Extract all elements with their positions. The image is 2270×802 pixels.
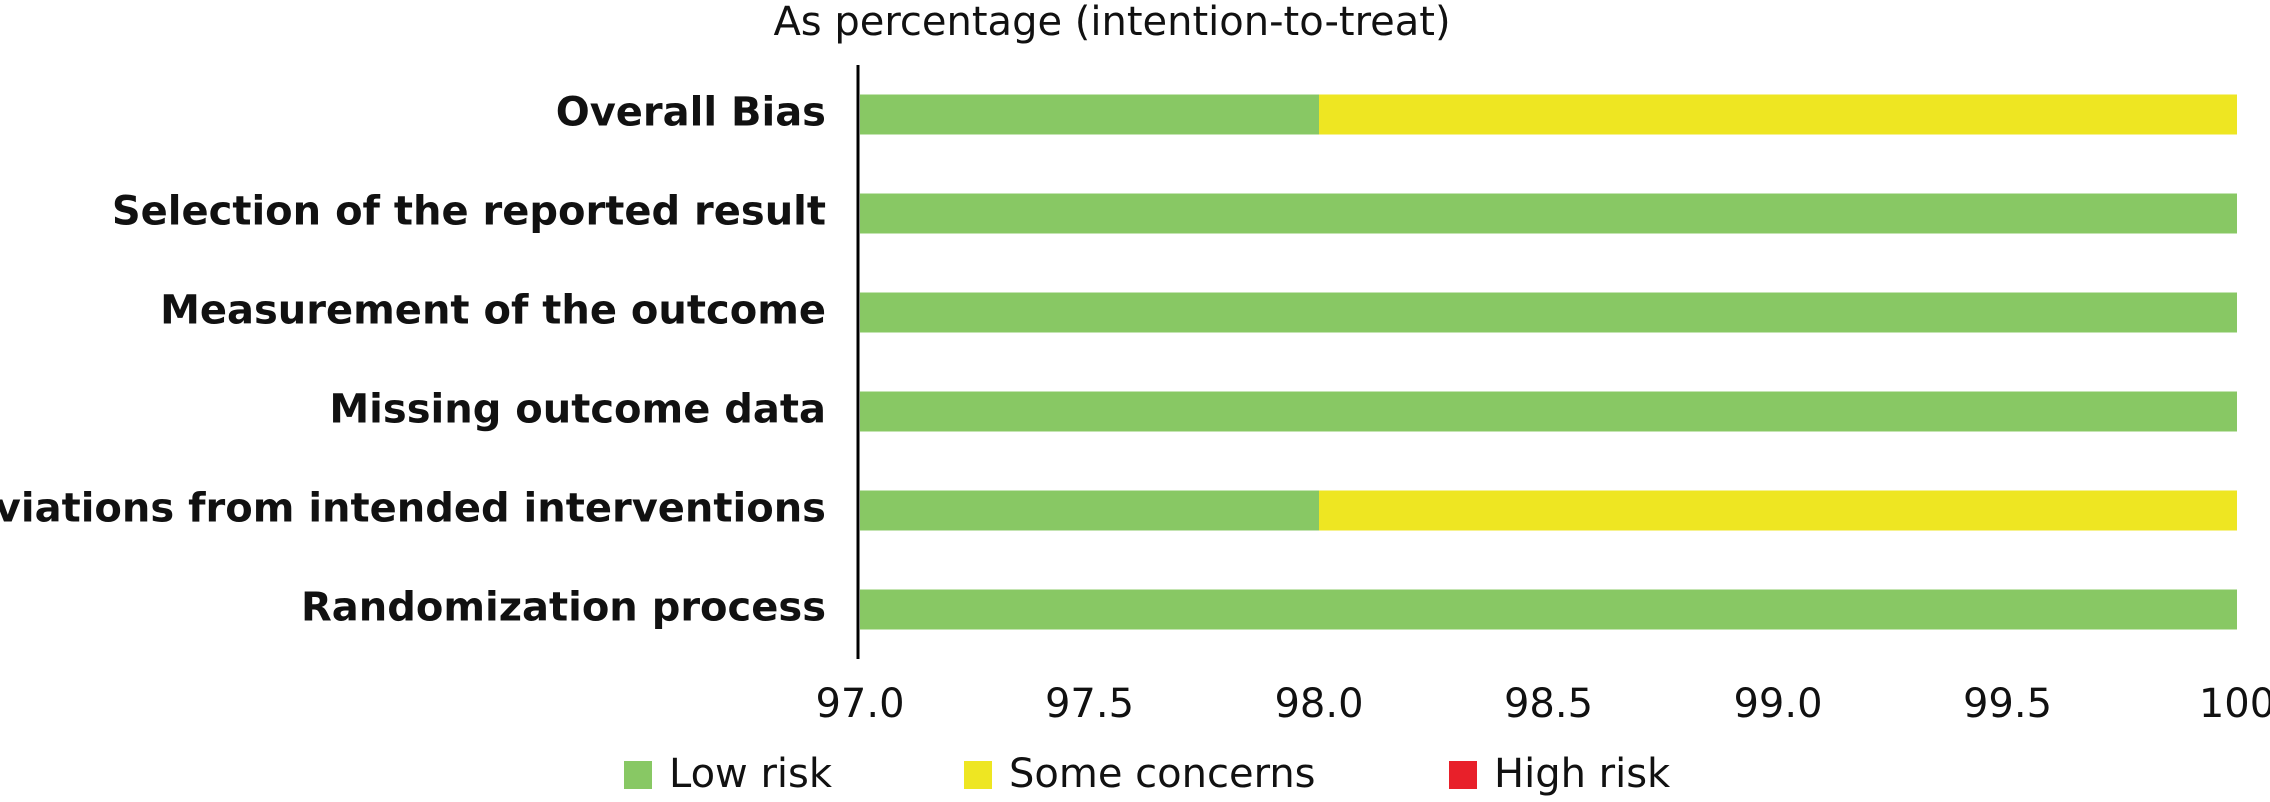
x-tick-label: 97.5 [1045,681,1134,727]
x-tick-label: 98.0 [1274,681,1363,727]
y-tick-label: Overall Bias [556,90,826,136]
x-tick-label: 99.5 [1963,681,2052,727]
y-tick-label: Randomization process [301,585,826,631]
legend-label: Some concerns [1009,751,1316,797]
x-tick-label: 97.0 [815,681,904,727]
bar-segment [860,490,1319,531]
y-tick-label: Deviations from intended interventions [0,486,826,532]
bar-segment [860,193,2237,234]
bar-segment [1319,490,2237,531]
legend-label: High risk [1494,751,1671,797]
legend-swatch [1449,761,1477,789]
x-tick-label: 98.5 [1504,681,1593,727]
legend-label: Low risk [669,751,833,797]
y-tick-label: Selection of the reported result [112,189,826,235]
y-tick-label: Measurement of the outcome [160,288,826,334]
legend-swatch [964,761,992,789]
bar-segment [860,391,2237,432]
bar-segment [860,94,1319,135]
bar-segment [860,292,2237,333]
x-tick-label: 99.0 [1733,681,1822,727]
y-tick-label: Missing outcome data [329,387,826,433]
x-tick-label: 100 [2199,681,2270,727]
bar-segment [1319,94,2237,135]
bar-segment [860,589,2237,630]
chart-title: As percentage (intention-to-treat) [773,0,1450,45]
legend-swatch [624,761,652,789]
